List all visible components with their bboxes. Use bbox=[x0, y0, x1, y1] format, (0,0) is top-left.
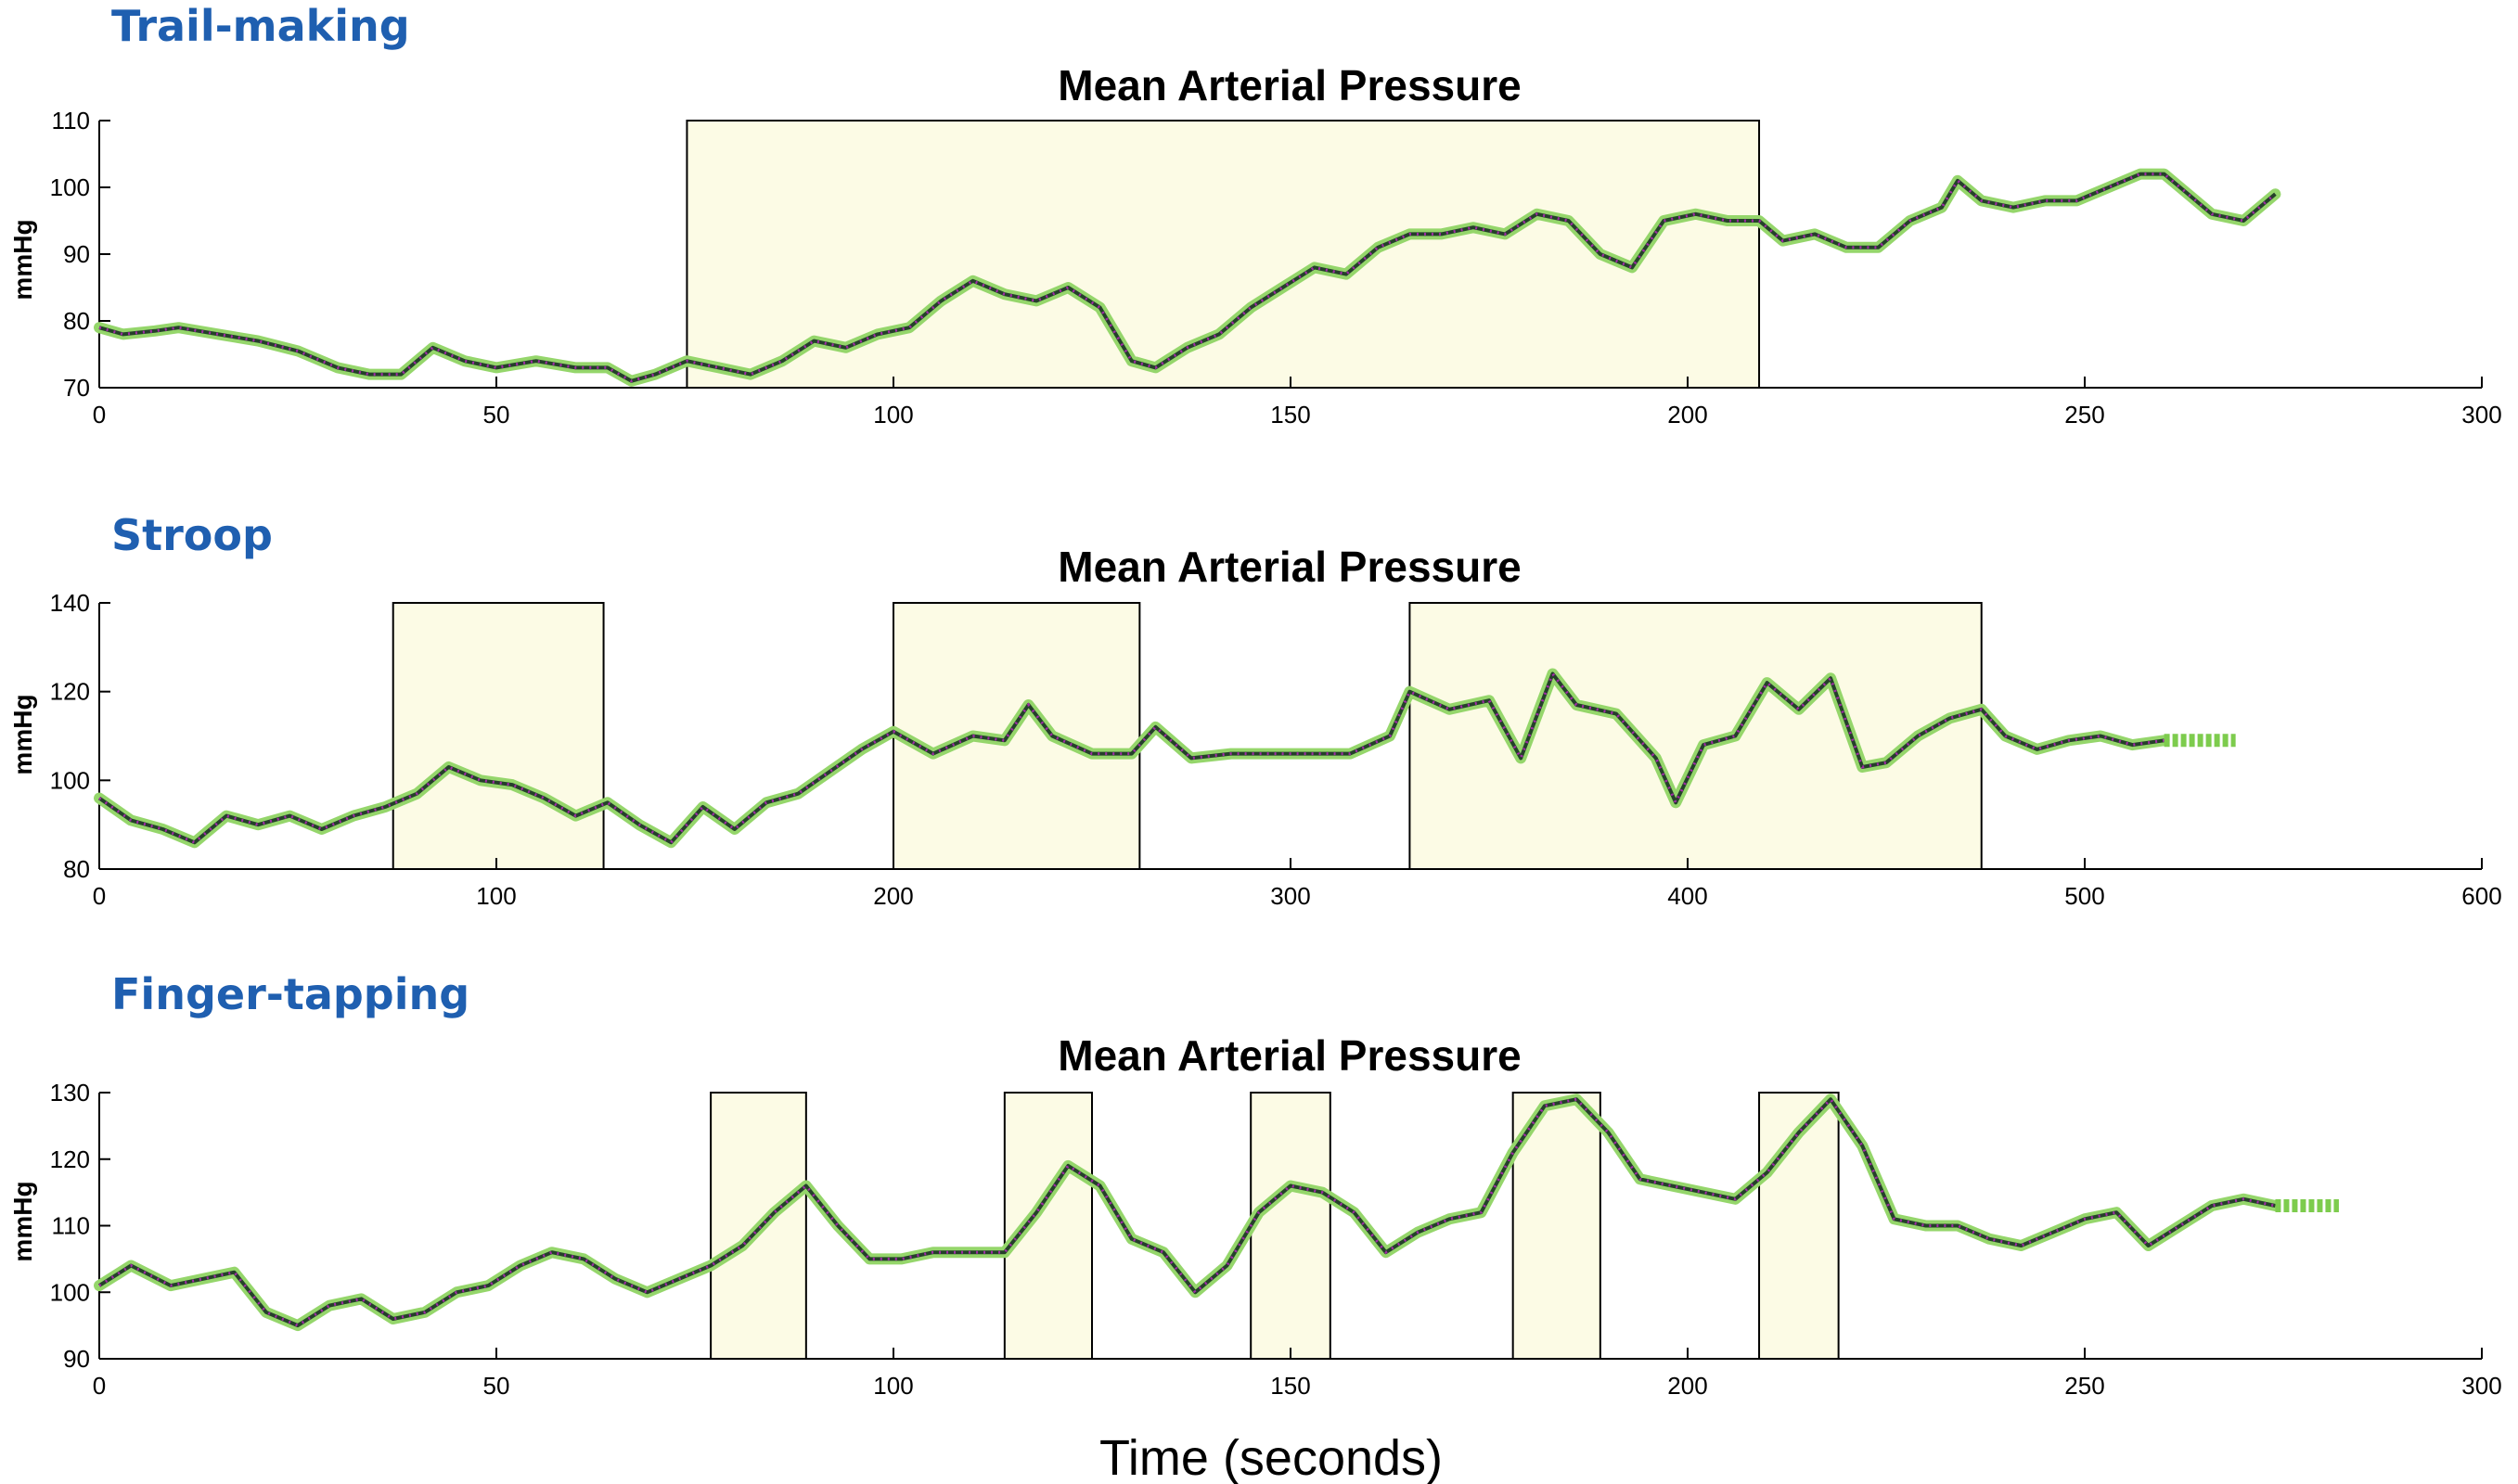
x-tick-label: 300 bbox=[2461, 401, 2501, 429]
task-interval-box bbox=[1408, 602, 1983, 870]
x-tick-label: 100 bbox=[476, 882, 516, 910]
y-tick-label: 90 bbox=[63, 240, 90, 268]
chart-title: Mean Arterial Pressure bbox=[1058, 61, 1521, 109]
y-axis-label: mmHg bbox=[8, 219, 37, 300]
x-tick-label: 150 bbox=[1270, 1372, 1310, 1400]
x-tick-label: 100 bbox=[873, 1372, 913, 1400]
panel-stroop: Stroop Mean Arterial Pressure mmHg 80 100… bbox=[8, 510, 2502, 910]
y-tick-label: 70 bbox=[63, 374, 90, 402]
y-tick-label: 110 bbox=[52, 1212, 90, 1240]
y-tick-label: 80 bbox=[63, 855, 90, 883]
y-tick-label: 100 bbox=[50, 1278, 90, 1306]
task-interval-box bbox=[893, 602, 1141, 870]
y-axis-label: mmHg bbox=[8, 694, 37, 774]
y-tick-label: 100 bbox=[50, 173, 90, 201]
x-tick-label: 100 bbox=[873, 401, 913, 429]
y-tick-label: 80 bbox=[63, 307, 90, 335]
task-interval-box bbox=[1250, 1092, 1331, 1360]
series-markers bbox=[98, 173, 2277, 383]
x-axis-label: Time (seconds) bbox=[1099, 1430, 1443, 1484]
x-tick-label: 400 bbox=[1667, 882, 1707, 910]
y-tick-label: 130 bbox=[50, 1079, 90, 1107]
x-tick-label: 200 bbox=[873, 882, 913, 910]
y-tick-label: 120 bbox=[50, 678, 90, 706]
y-tick-label: 140 bbox=[50, 589, 90, 617]
x-tick-label: 250 bbox=[2064, 1372, 2104, 1400]
x-tick-label: 150 bbox=[1270, 401, 1310, 429]
chart-title: Mean Arterial Pressure bbox=[1058, 1031, 1521, 1080]
x-tick-label: 0 bbox=[93, 882, 106, 910]
y-tick-label: 90 bbox=[63, 1345, 90, 1373]
y-tick-label: 100 bbox=[50, 766, 90, 794]
x-tick-label: 0 bbox=[93, 1372, 106, 1400]
x-tick-label: 200 bbox=[1667, 1372, 1707, 1400]
series-line bbox=[97, 672, 2165, 845]
series-markers bbox=[98, 1096, 2276, 1327]
panel-label-stroop: Stroop bbox=[111, 510, 273, 560]
x-tick-label: 50 bbox=[483, 1372, 510, 1400]
panel-finger-tapping: Finger-tapping Mean Arterial Pressure mm… bbox=[8, 969, 2502, 1400]
x-tick-label: 600 bbox=[2461, 882, 2501, 910]
x-tick-label: 300 bbox=[1270, 882, 1310, 910]
y-tick-label: 110 bbox=[52, 107, 90, 134]
x-tick-label: 200 bbox=[1667, 401, 1707, 429]
y-tick-label: 120 bbox=[50, 1145, 90, 1173]
task-interval-box bbox=[1003, 1092, 1093, 1360]
x-tick-label: 300 bbox=[2461, 1372, 2501, 1400]
x-tick-label: 500 bbox=[2064, 882, 2104, 910]
chart-title: Mean Arterial Pressure bbox=[1058, 543, 1521, 591]
series-line-halo bbox=[94, 1094, 2281, 1332]
x-tick-label: 250 bbox=[2064, 401, 2104, 429]
series-line bbox=[97, 1097, 2276, 1328]
x-tick-label: 50 bbox=[483, 401, 510, 429]
y-axis-label: mmHg bbox=[8, 1181, 37, 1261]
task-interval-box bbox=[392, 602, 605, 870]
panel-trail-making: Trail-making Mean Arterial Pressure mmHg… bbox=[8, 1, 2502, 429]
x-tick-label: 0 bbox=[93, 401, 106, 429]
panel-label-trail-making: Trail-making bbox=[111, 1, 410, 51]
panel-label-finger-tapping: Finger-tapping bbox=[111, 969, 469, 1019]
